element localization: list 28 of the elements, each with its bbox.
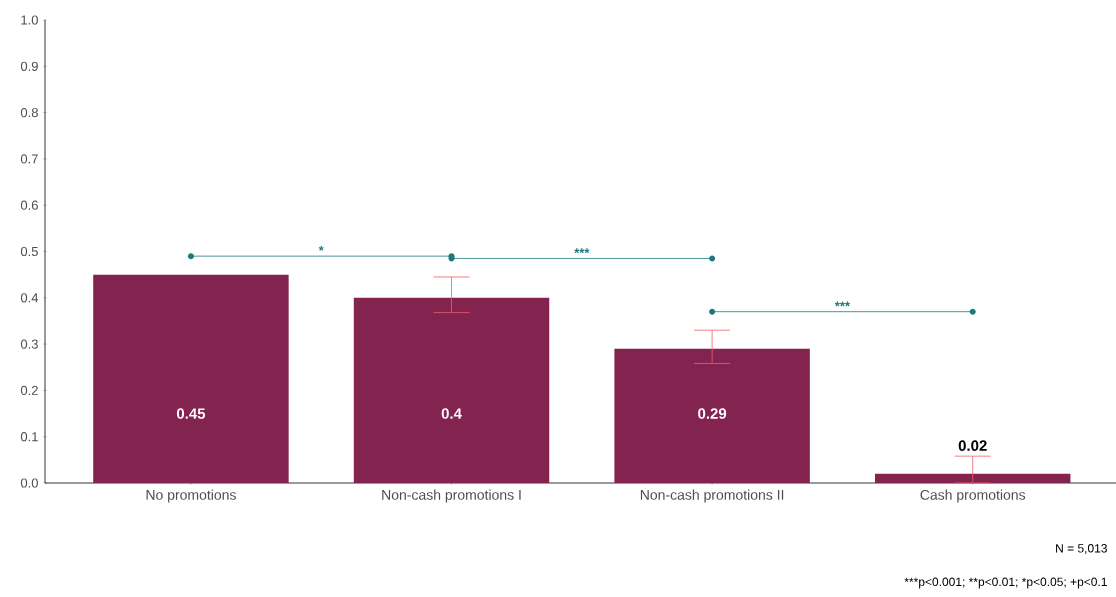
- annotation: *: [318, 245, 324, 251]
- annotation: ***: [834, 301, 850, 307]
- annotation: ***: [574, 248, 590, 254]
- text: ***p<0.001; **p<0.01; *p<0.05; +p<0.1: [904, 577, 1107, 589]
- data-label: 0.45: [176, 408, 206, 419]
- y-tick-label: 0.3: [20, 339, 38, 349]
- x-tick-label: No promotions: [146, 489, 236, 503]
- bar: [874, 473, 1071, 483]
- y-tick-label: 1.0: [21, 15, 38, 25]
- y-tick-label: 0.6: [20, 200, 38, 210]
- y-tick-label: 0.5: [20, 246, 38, 257]
- x-tick-label: Cash promotions: [920, 489, 1026, 503]
- bar: [93, 274, 289, 483]
- data-label: 0.29: [698, 408, 727, 419]
- x-tick-label: Non-cash promotions II: [640, 489, 784, 503]
- y-tick-label: 0.4: [20, 293, 39, 303]
- y-tick-label: 0.1: [20, 432, 38, 442]
- y-tick-label: 0.0: [20, 478, 38, 488]
- x-tick-label: Non-cash promotions I: [382, 489, 521, 503]
- y-tick-label: 0.8: [20, 107, 38, 118]
- data-label: 0.02: [958, 440, 987, 451]
- bar: [614, 348, 810, 483]
- y-tick-label: 0.2: [20, 385, 38, 395]
- y-tick-label: 0.7: [20, 154, 38, 164]
- text: N = 5,013: [1056, 544, 1107, 554]
- bar: [353, 297, 550, 483]
- data-label: 0.4: [441, 408, 462, 419]
- y-tick-label: 0.9: [20, 61, 38, 71]
